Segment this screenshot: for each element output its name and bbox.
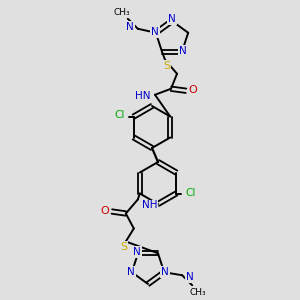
Text: S: S <box>120 242 128 251</box>
Text: Cl: Cl <box>115 110 125 121</box>
Text: HN: HN <box>134 91 150 101</box>
Text: N: N <box>126 22 134 32</box>
Text: N: N <box>127 267 135 277</box>
Text: N: N <box>168 14 176 24</box>
Text: S: S <box>164 61 171 71</box>
Text: N: N <box>133 247 141 257</box>
Text: NH: NH <box>142 200 157 211</box>
Text: CH₃: CH₃ <box>113 8 130 17</box>
Text: Cl: Cl <box>185 188 195 199</box>
Text: O: O <box>100 206 109 215</box>
Text: N: N <box>161 267 169 277</box>
Text: O: O <box>189 85 197 95</box>
Text: N: N <box>179 46 187 56</box>
Text: CH₃: CH₃ <box>190 288 206 297</box>
Text: N: N <box>151 27 159 37</box>
Text: N: N <box>186 272 194 282</box>
